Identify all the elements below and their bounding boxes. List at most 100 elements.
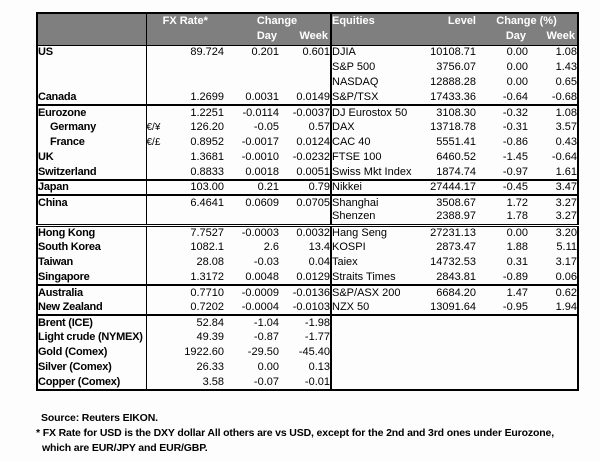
- equity-level-cell: [421, 375, 476, 390]
- currency-pair-cell: [146, 345, 174, 360]
- equity-name-cell: [330, 345, 421, 360]
- currency-pair-cell: [146, 284, 174, 300]
- equity-week-change-cell: 3.47: [528, 179, 578, 195]
- equity-level-cell: 6684.20: [421, 284, 476, 300]
- fx-label-cell: Hong Kong: [37, 223, 147, 240]
- fx-week-change-cell: -0.0232: [292, 151, 330, 163]
- level-column-header: Level: [421, 13, 476, 29]
- equity-name-cell: DJ Eurostox 50: [330, 104, 421, 120]
- equity-week-change-cell: 0.06: [555, 270, 577, 283]
- currency-pair-cell: [146, 194, 174, 210]
- blank-header-cell: [37, 13, 147, 29]
- currency-pair-cell: [146, 240, 174, 255]
- equity-name-cell: Taiex: [330, 255, 421, 270]
- equity-week-change-cell: 3.20: [528, 223, 578, 240]
- currency-pair-cell: [146, 45, 174, 60]
- fx-week-change-cell: 0.04: [308, 256, 330, 268]
- equity-level-cell: 6460.52: [436, 151, 476, 163]
- fx-rate-cell: 28.08: [196, 256, 224, 268]
- table-row: Japan 103.00 0.21 0.79 Nikkei 27444.17 -0.45 3.…: [37, 179, 578, 195]
- table-row: US 89.724 0.201 0.601 DJIA 10108.71 0.00 1.08: [37, 45, 578, 60]
- table-row: Light crude (NYMEX) 49.39 -0.87 -1.77: [37, 330, 578, 345]
- fx-day-change-cell: 0.21: [224, 179, 279, 195]
- fx-week-change-cell: -0.0136: [279, 284, 331, 300]
- fx-rate-cell: [174, 210, 224, 225]
- fx-rate-cell: 3.58: [202, 375, 224, 388]
- equity-change-pct-column-header: Change (%): [476, 13, 578, 29]
- equity-day-change-cell: [476, 330, 528, 345]
- fx-week-change-cell: 0.57: [308, 121, 330, 133]
- fx-rate-column-header: FX Rate*: [146, 13, 224, 29]
- equity-level-cell: 3108.30: [421, 104, 476, 120]
- fx-day-change-cell: -0.0114: [224, 104, 279, 120]
- header-row-2: Day Week Day Week: [37, 29, 578, 46]
- fx-day-change-cell: -0.0010: [241, 151, 279, 163]
- row-group-2: Japan 103.00 0.21 0.79 Nikkei 27444.17 -0.45 3.…: [37, 179, 578, 195]
- fx-label-cell: Brent (ICE): [37, 314, 147, 330]
- fx-rate-cell: 89.724: [190, 46, 224, 59]
- table-row: Singapore 1.3172 0.0048 0.0129 Straits Times…: [37, 270, 578, 285]
- fx-rate-cell: 1922.60: [184, 346, 224, 358]
- equity-level-cell: 3756.07: [436, 61, 476, 73]
- table-row: China 6.4641 0.0609 0.0705 Shanghai 3508.67 1.…: [37, 194, 578, 210]
- table-row: Eurozone 1.2251 -0.0114 -0.0037 DJ Eurostox …: [37, 104, 578, 120]
- equity-name-cell: KOSPI: [330, 240, 421, 255]
- currency-pair-cell: [146, 314, 174, 330]
- fx-rate-cell: 52.84: [174, 314, 224, 330]
- equity-day-change-cell: -0.45: [476, 179, 528, 195]
- fx-rate-cell: 0.8952: [190, 136, 224, 148]
- fx-week-change-cell: -0.0037: [279, 104, 331, 120]
- fx-week-subheader: Week: [279, 29, 331, 46]
- equity-day-change-cell: -0.89: [502, 270, 528, 283]
- table-row: Canada 1.2699 0.0031 0.0149 S&P/TSX 17433.36 -…: [37, 90, 578, 105]
- table-row: Shenzen 2388.97 1.78 3.27: [37, 210, 578, 225]
- equity-day-change-cell: 0.31: [506, 256, 528, 268]
- fx-week-change-cell: 13.4: [308, 241, 330, 253]
- currency-pair-cell: €/¥: [146, 122, 161, 133]
- equity-day-change-cell: 0.00: [506, 46, 528, 59]
- equity-day-subheader: Day: [476, 29, 528, 46]
- fx-rate-cell: 103.00: [174, 179, 224, 195]
- fx-rate-cell: 0.8833: [190, 165, 224, 178]
- fx-day-change-cell: 0.0048: [245, 270, 279, 283]
- fx-label-cell: Taiwan: [37, 255, 147, 270]
- equity-level-cell: 17433.36: [430, 90, 476, 103]
- fx-label-cell: Canada: [37, 90, 147, 105]
- fx-day-change-cell: -0.0003: [224, 223, 279, 240]
- equity-day-change-cell: -0.31: [502, 121, 528, 133]
- equity-level-cell: 10108.71: [430, 46, 476, 59]
- equity-level-cell: 13718.78: [430, 121, 476, 133]
- currency-pair-cell: [146, 104, 174, 120]
- fx-label-cell: UK: [37, 150, 147, 165]
- currency-pair-cell: [146, 270, 174, 285]
- table-row: France €/£ 0.8952 -0.0017 0.0124 CAC 40 5551.4…: [37, 135, 578, 150]
- fx-rate-cell: 26.33: [196, 361, 224, 373]
- equity-week-change-cell: 3.17: [555, 256, 577, 268]
- equity-level-cell: 27444.17: [421, 179, 476, 195]
- fx-rate-cell: 1.3172: [190, 270, 224, 283]
- fx-label-cell: Eurozone: [37, 104, 147, 120]
- equity-day-change-cell: [476, 314, 528, 330]
- row-group-3: China 6.4641 0.0609 0.0705 Shanghai 3508.67 1.…: [37, 194, 578, 225]
- currency-pair-cell: [146, 330, 174, 345]
- equity-week-subheader: Week: [528, 29, 578, 46]
- equity-name-cell: Shenzen: [330, 210, 421, 225]
- currency-pair-cell: [146, 179, 174, 195]
- equity-level-cell: [421, 345, 476, 360]
- equity-week-change-cell: 1.61: [555, 165, 577, 178]
- fx-rate-cell: 49.39: [196, 331, 224, 343]
- equity-name-cell: S&P 500: [330, 60, 421, 75]
- fx-rate-footnote-line1: * FX Rate for USD is the DXY dollar All …: [36, 427, 554, 439]
- equity-name-cell: DJIA: [330, 45, 421, 60]
- equity-level-cell: 5551.41: [436, 136, 476, 148]
- equity-day-change-cell: [476, 375, 528, 390]
- equity-level-cell: 2873.47: [436, 241, 476, 253]
- equity-name-cell: Shanghai: [330, 194, 421, 210]
- fx-week-change-cell: -45.40: [298, 346, 330, 358]
- equity-level-cell: 2388.97: [436, 210, 476, 223]
- fx-label-cell: New Zealand: [37, 300, 147, 315]
- fx-week-change-cell: [279, 60, 331, 75]
- equity-week-change-cell: -0.68: [551, 90, 577, 103]
- fx-week-change-cell: 0.601: [302, 46, 330, 59]
- equity-week-change-cell: 1.43: [555, 61, 577, 73]
